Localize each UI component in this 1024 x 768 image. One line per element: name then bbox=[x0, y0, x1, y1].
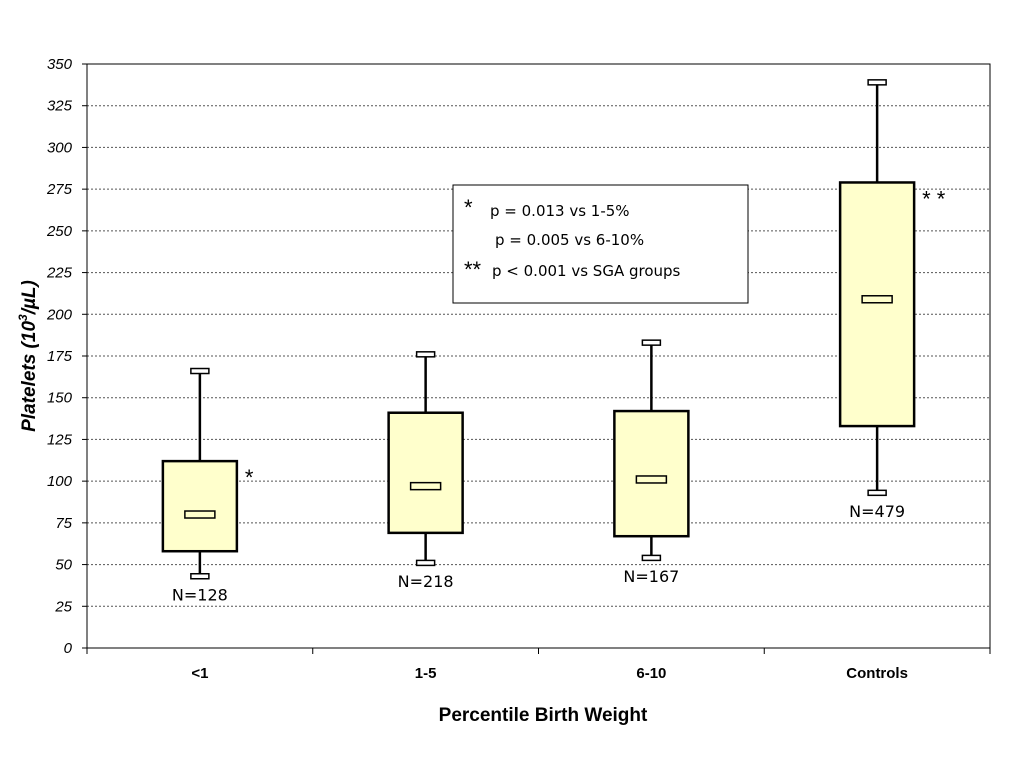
legend-box bbox=[452, 184, 749, 304]
iqr-box bbox=[838, 181, 916, 428]
x-axis-ticks: <1 1-5 6-10 Controls bbox=[86, 648, 991, 682]
y-tick-label: 50 bbox=[55, 557, 72, 574]
y-tick-label: 150 bbox=[47, 390, 73, 407]
y-axis-title-unit: /µL) bbox=[19, 280, 40, 315]
max-cap bbox=[867, 79, 887, 86]
min-cap bbox=[641, 554, 662, 562]
y-axis-ticks: 0 25 50 75 100 125 150 175 200 225 250 275 300 325 350 bbox=[46, 56, 87, 657]
x-axis-title: Percentile Birth Weight bbox=[439, 705, 648, 726]
x-tick-label: <1 bbox=[191, 665, 208, 682]
n-label: N=218 bbox=[398, 572, 454, 591]
median-marker bbox=[635, 475, 668, 484]
median-marker bbox=[184, 510, 216, 519]
y-tick-label: 25 bbox=[54, 598, 72, 615]
y-tick-label: 125 bbox=[47, 431, 73, 448]
y-tick-label: 75 bbox=[55, 515, 72, 532]
legend: * p = 0.013 vs 1-5% p = 0.005 vs 6-10% *… bbox=[452, 184, 749, 304]
y-axis-title: Platelets (103/µL) bbox=[16, 280, 40, 432]
n-label: N=167 bbox=[623, 567, 679, 586]
n-label: N=479 bbox=[849, 502, 905, 521]
legend-line-3: p < 0.001 vs SGA groups bbox=[492, 262, 681, 280]
max-cap bbox=[641, 339, 662, 346]
y-tick-label: 250 bbox=[46, 223, 73, 240]
legend-line-2: p = 0.005 vs 6-10% bbox=[495, 231, 644, 249]
y-tick-label: 300 bbox=[47, 139, 73, 156]
iqr-box bbox=[387, 411, 464, 535]
x-tick-label: 1-5 bbox=[415, 665, 437, 682]
x-tick-label: 6-10 bbox=[636, 665, 666, 682]
box-4: N=479 * * bbox=[838, 79, 946, 521]
iqr-box bbox=[613, 409, 690, 538]
min-cap bbox=[867, 489, 887, 497]
y-tick-label: 100 bbox=[47, 473, 73, 490]
median-marker bbox=[409, 481, 442, 491]
y-tick-label: 0 bbox=[64, 640, 73, 657]
iqr-box bbox=[161, 459, 239, 553]
legend-marker-3: ** bbox=[464, 257, 482, 282]
box-1: N=128 * bbox=[161, 367, 254, 604]
median-marker bbox=[861, 295, 893, 304]
y-tick-label: 225 bbox=[46, 265, 73, 282]
y-tick-label: 175 bbox=[47, 348, 73, 365]
x-tick-label: Controls bbox=[846, 665, 908, 682]
y-axis-title-main: Platelets (10 bbox=[19, 321, 40, 432]
legend-line-1: p = 0.013 vs 1-5% bbox=[490, 202, 630, 220]
min-cap bbox=[190, 573, 210, 580]
plot-area bbox=[86, 63, 991, 649]
box-series: N=128 * N=218 N=167 N=479 * * bbox=[161, 79, 946, 604]
y-tick-label: 325 bbox=[47, 98, 73, 115]
n-label: N=128 bbox=[172, 585, 228, 604]
y-tick-label: 275 bbox=[46, 181, 73, 198]
y-tick-label: 350 bbox=[47, 56, 73, 73]
y-axis-title-superscript: 3 bbox=[16, 314, 30, 321]
max-cap bbox=[415, 351, 436, 358]
y-tick-label: 200 bbox=[46, 306, 73, 323]
max-cap bbox=[190, 367, 210, 375]
significance-marker: * bbox=[245, 465, 254, 490]
legend-marker-1: * bbox=[464, 195, 473, 220]
significance-marker: * * bbox=[922, 186, 946, 211]
box-3: N=167 bbox=[613, 339, 690, 586]
box-2: N=218 bbox=[387, 351, 464, 591]
min-cap bbox=[415, 559, 436, 567]
